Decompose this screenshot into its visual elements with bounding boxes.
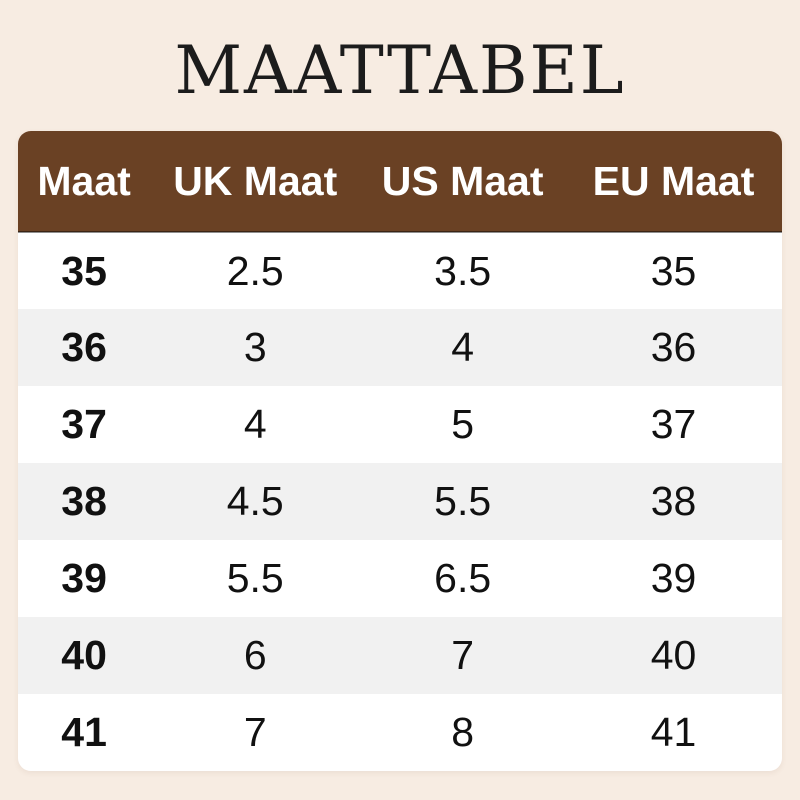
size-cell: 3.5 [434, 247, 492, 294]
size-cell: 7 [451, 632, 475, 678]
size-cell: 38 [650, 478, 697, 524]
size-cell-maat: 40 [61, 632, 107, 678]
size-chart-header: Maat UK Maat US Maat EU Maat [18, 131, 782, 233]
size-cell: 6 [243, 632, 267, 678]
table-row: 40 6 7 40 [18, 617, 782, 694]
table-row: 39 5.5 6.5 39 [18, 540, 782, 617]
size-cell: 8 [451, 709, 475, 755]
page-title: MAATTABEL [174, 31, 626, 109]
size-cell: 5.5 [434, 478, 492, 524]
size-cell: 36 [650, 324, 697, 370]
size-cell: 37 [650, 401, 697, 447]
table-row: 41 7 8 41 [18, 694, 782, 771]
column-header-uk-maat: UK Maat [150, 131, 361, 233]
size-cell: 40 [650, 632, 697, 678]
size-cell: 3 [243, 324, 267, 370]
column-header-eu-maat: EU Maat [565, 131, 782, 233]
size-cell-maat: 36 [61, 324, 107, 370]
size-cell: 4.5 [226, 478, 284, 524]
size-cell: 4 [451, 324, 475, 370]
size-cell-maat: 37 [61, 401, 107, 447]
size-cell-maat: 35 [61, 247, 107, 294]
size-cell: 7 [243, 709, 267, 755]
size-cell: 2.5 [226, 247, 284, 294]
size-cell: 6.5 [434, 555, 492, 601]
size-cell: 41 [650, 709, 697, 755]
size-cell: 5 [451, 401, 475, 447]
size-cell-maat: 38 [61, 478, 107, 524]
title-area: MAATTABEL [0, 0, 800, 131]
table-row: 36 3 4 36 [18, 309, 782, 386]
size-cell: 4 [243, 401, 267, 447]
size-cell: 35 [650, 247, 697, 294]
column-header-maat: Maat [18, 131, 151, 233]
size-cell-maat: 39 [61, 555, 107, 601]
size-cell: 39 [650, 555, 697, 601]
column-header-us-maat: US Maat [360, 131, 566, 233]
size-chart-card: Maat UK Maat US Maat EU Maat 35 2.5 3.5 35 3… [18, 131, 782, 771]
size-cell-maat: 41 [61, 709, 107, 755]
table-row: 35 2.5 3.5 35 [18, 232, 782, 309]
table-row: 37 4 5 37 [18, 386, 782, 463]
size-chart-table: Maat UK Maat US Maat EU Maat 35 2.5 3.5 35 3… [18, 131, 782, 771]
size-chart-body: 35 2.5 3.5 35 36 3 4 36 37 4 5 37 38 4.5 5.5 38 39 5.5 6.5… [18, 232, 782, 771]
size-cell: 5.5 [226, 555, 284, 601]
header-row: Maat UK Maat US Maat EU Maat [18, 131, 782, 233]
table-row: 38 4.5 5.5 38 [18, 463, 782, 540]
